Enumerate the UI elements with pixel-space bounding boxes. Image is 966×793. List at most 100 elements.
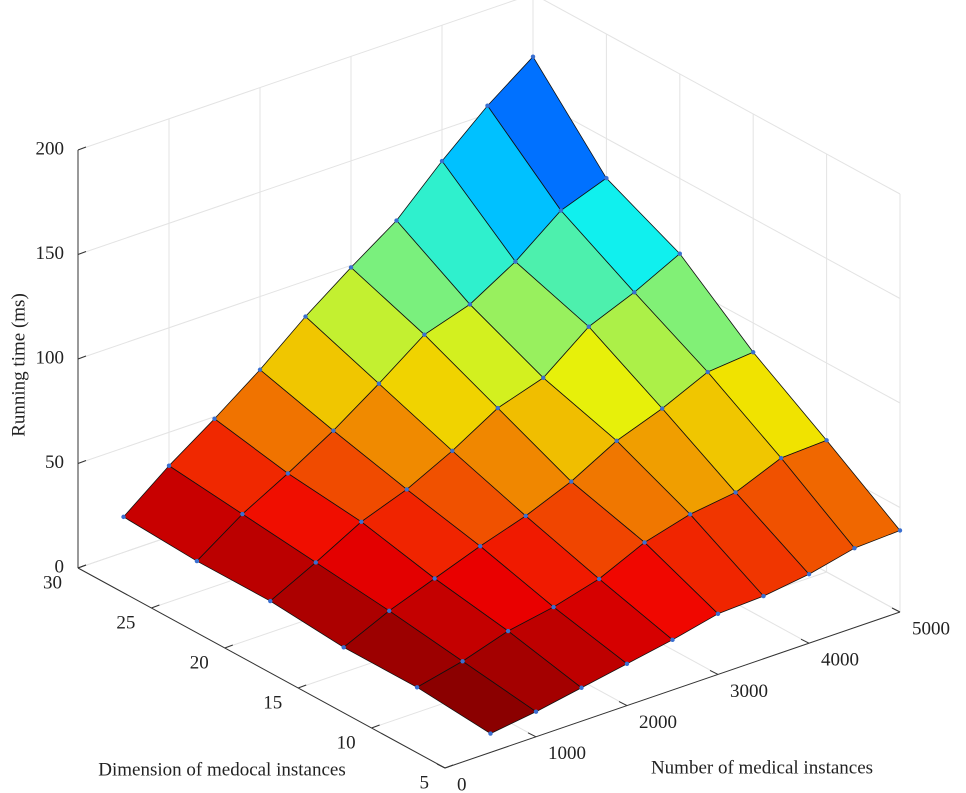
data-point [751, 350, 756, 355]
data-point [705, 369, 710, 375]
y-tick [77, 564, 87, 569]
data-point [596, 576, 602, 582]
data-point [422, 332, 427, 337]
data-point [523, 513, 528, 519]
y-tick-label: 20 [190, 652, 209, 673]
x-axis [444, 611, 901, 769]
data-point [733, 490, 738, 495]
x-tick-label: 3000 [730, 681, 768, 702]
x-tick [436, 763, 446, 769]
y-tick-label: 15 [263, 692, 282, 713]
x-tick-label: 4000 [821, 650, 859, 671]
data-point [806, 572, 812, 577]
y-tick [298, 684, 307, 689]
data-point [485, 103, 490, 108]
data-point [569, 479, 574, 484]
data-point [513, 259, 518, 264]
z-tick-label: 200 [36, 138, 65, 159]
data-point [530, 54, 536, 59]
y-tick [371, 724, 380, 729]
data-point [460, 659, 465, 664]
y-axis-label: Dimension of medocal instances [98, 759, 345, 780]
data-point [478, 543, 483, 549]
data-point [687, 512, 693, 517]
data-point [313, 560, 318, 565]
data-point [376, 381, 382, 386]
z-tick [77, 251, 87, 255]
data-point [387, 608, 392, 614]
z-tick [77, 355, 87, 360]
x-tick [618, 701, 628, 707]
x-tick [709, 669, 719, 675]
z-axis-label: Running time (ms) [8, 293, 29, 437]
z-tick [77, 460, 87, 464]
z-tick-label: 0 [55, 556, 65, 577]
data-point [303, 314, 308, 319]
y-tick-label: 5 [420, 772, 430, 793]
x-tick-label: 1000 [548, 743, 586, 764]
data-point [450, 448, 455, 454]
x-tick-label: 0 [457, 774, 467, 793]
grid-line [542, 0, 901, 195]
data-point [341, 645, 346, 650]
data-point [495, 405, 500, 411]
data-point [166, 463, 172, 468]
y-tick-label: 10 [337, 732, 356, 753]
data-point [467, 302, 473, 307]
data-point [558, 208, 564, 213]
z-tick [77, 146, 87, 151]
data-point [414, 685, 420, 690]
data-point [268, 598, 273, 604]
data-point [642, 540, 647, 545]
y-tick-label: 25 [116, 612, 135, 633]
x-tick [891, 607, 901, 613]
z-tick-label: 150 [36, 243, 65, 264]
data-point [541, 375, 546, 381]
data-point [394, 218, 399, 223]
data-point [660, 406, 665, 411]
x-tick-label: 2000 [639, 712, 677, 733]
data-point [677, 251, 682, 256]
z-tick-label: 100 [36, 347, 65, 368]
grid-line [532, 98, 901, 299]
data-point [632, 290, 637, 295]
y-axis [77, 567, 446, 769]
data-point [604, 176, 609, 181]
y-tick [444, 764, 454, 769]
grid-line [77, 0, 518, 151]
data-point [439, 158, 445, 164]
data-point [670, 637, 675, 643]
y-tick [151, 604, 160, 609]
data-point [488, 731, 493, 736]
data-point [285, 471, 291, 476]
data-point [331, 428, 336, 433]
x-axis-label: Number of medical instances [651, 757, 873, 778]
x-tick-label: 5000 [912, 618, 950, 639]
y-tick [224, 644, 233, 649]
data-point [257, 367, 263, 372]
data-point [533, 709, 539, 714]
z-tick-label: 50 [45, 452, 64, 473]
data-point [404, 487, 409, 492]
data-point [359, 519, 364, 524]
data-point [240, 511, 245, 517]
data-point [778, 455, 784, 461]
x-tick [527, 732, 537, 738]
data-point [194, 558, 200, 564]
data-point [852, 545, 857, 551]
data-point [614, 438, 619, 444]
y-tick-label: 30 [43, 572, 62, 593]
data-point [586, 324, 591, 329]
data-point [121, 514, 126, 520]
data-point [715, 611, 721, 616]
data-point [897, 528, 903, 533]
grid-line [77, 98, 534, 255]
data-point [579, 685, 584, 690]
x-tick [800, 638, 810, 644]
data-point [348, 265, 354, 270]
data-point [432, 576, 437, 581]
data-point [624, 661, 630, 666]
data-point [761, 593, 766, 599]
data-point [212, 416, 217, 421]
